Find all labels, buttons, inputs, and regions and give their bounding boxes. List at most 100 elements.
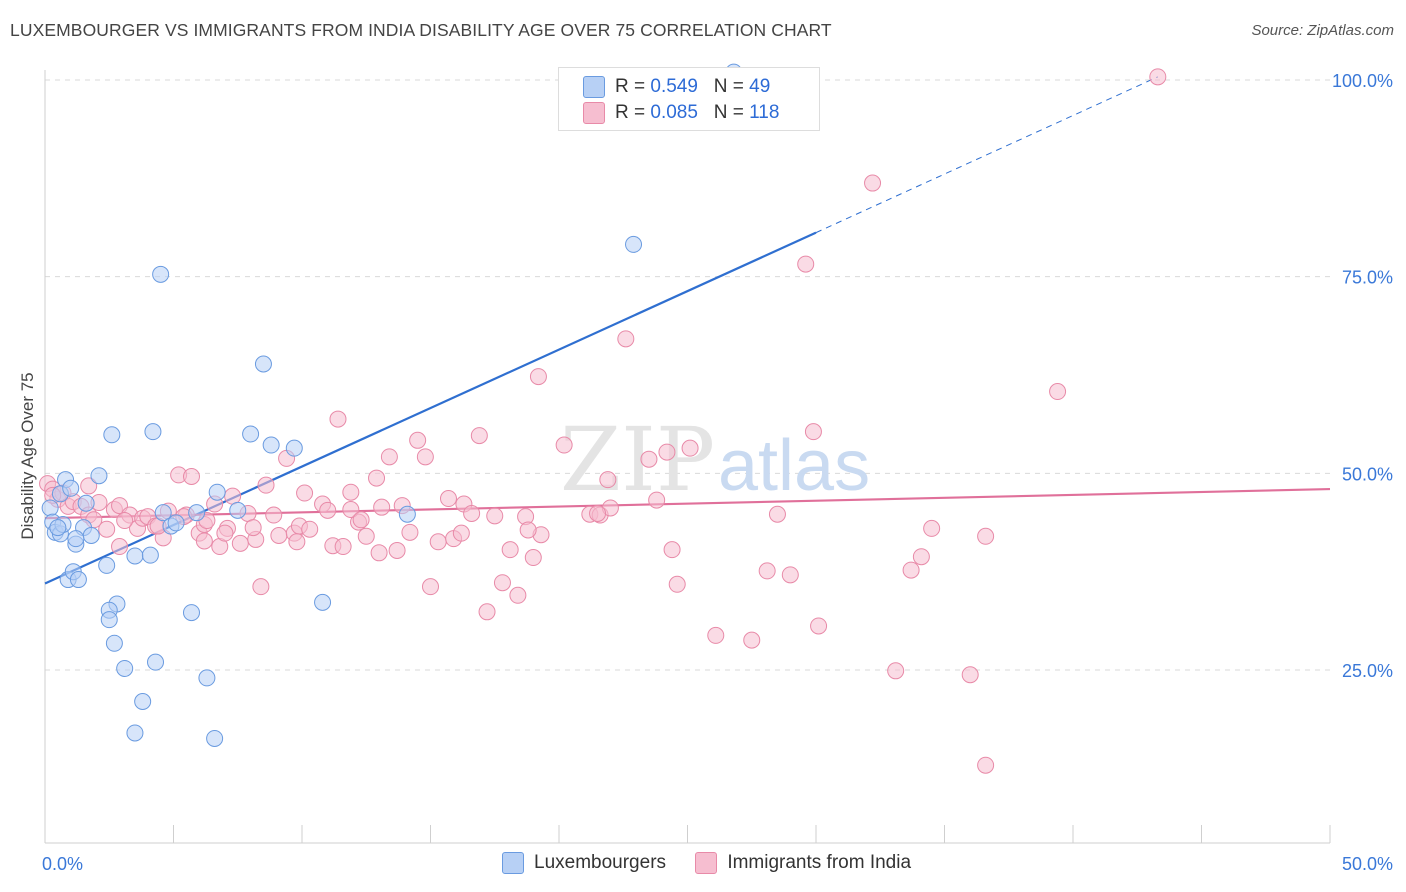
india-point [80, 477, 98, 495]
india-point [422, 578, 439, 596]
india-point [977, 527, 995, 545]
legend-r-label: R = [615, 76, 651, 98]
luxembourger-point [41, 499, 59, 517]
india-point [524, 549, 542, 567]
india-point [555, 436, 573, 454]
y-tick-label: 25.0% [1342, 661, 1393, 681]
axes [44, 70, 1331, 844]
legend-n-value: 118 [749, 102, 780, 124]
legend-item-india[interactable]: Immigrants from India [695, 852, 911, 874]
india-point [519, 521, 537, 539]
india-point [244, 519, 262, 537]
luxembourger-point [126, 547, 144, 565]
india-point [977, 756, 995, 774]
legend-swatch-pink [583, 102, 605, 124]
india-point [1049, 383, 1067, 401]
luxembourger-point [314, 593, 332, 611]
legend-label: Immigrants from India [727, 852, 912, 873]
luxembourger-point [90, 467, 108, 485]
y-tick-label: 75.0% [1342, 268, 1393, 288]
india-point [452, 524, 470, 542]
luxembourger-point [625, 235, 643, 253]
india-point [98, 520, 116, 538]
luxembourger-point [254, 355, 272, 373]
series-legend: Luxembourgers Immigrants from India [502, 852, 935, 880]
legend-item-luxembourgers[interactable]: Luxembourgers [502, 852, 666, 874]
india-point [334, 538, 352, 556]
legend-n-value: 49 [749, 76, 771, 98]
watermark: ZIP atlas [560, 408, 870, 511]
india-point [265, 506, 283, 524]
luxembourger-point [262, 436, 280, 454]
luxembourger-point [147, 653, 165, 671]
india-point [923, 519, 941, 537]
data-points [39, 63, 1167, 774]
india-point [357, 527, 375, 545]
y-tick-label: 50.0% [1342, 464, 1393, 484]
india-point [768, 505, 786, 523]
india-point [1149, 68, 1167, 86]
india-point [329, 410, 347, 428]
india-point [663, 541, 681, 559]
luxembourger-point [285, 439, 303, 457]
luxembourger-point [398, 505, 416, 523]
legend-r-label: R = [615, 102, 651, 124]
gridlines [45, 79, 1330, 671]
tick-labels: 25.0% 50.0% 75.0% 100.0% 0.0% 50.0% [42, 71, 1393, 874]
luxembourger-point [67, 530, 85, 548]
india-point [529, 368, 547, 386]
india-point [707, 626, 725, 644]
india-point [804, 423, 822, 441]
india-point [195, 532, 213, 550]
luxembourger-point [144, 423, 162, 441]
india-point [501, 541, 519, 559]
x-tick-label: 50.0% [1342, 854, 1393, 874]
india-point [668, 575, 686, 593]
luxembourger-point [134, 692, 152, 710]
luxembourger-point [242, 425, 260, 443]
india-point [810, 617, 828, 635]
luxembourger-point [82, 526, 100, 544]
india-point [301, 520, 319, 538]
india-point [342, 483, 360, 501]
india-point [887, 662, 905, 680]
india-point [116, 512, 134, 530]
luxembourger-trend-extension [815, 76, 1159, 234]
luxembourger-point [98, 556, 116, 574]
india-point [252, 578, 270, 596]
india-point [352, 511, 370, 529]
luxembourger-point [208, 483, 226, 501]
india-point [463, 504, 481, 522]
legend-n-label: N = [713, 102, 750, 124]
luxembourger-point [167, 514, 185, 532]
india-point [599, 471, 617, 489]
india-point [288, 533, 306, 551]
luxembourger-point [141, 546, 159, 564]
watermark-atlas: atlas [718, 426, 870, 506]
luxembourger-point [77, 494, 95, 512]
india-point [486, 507, 504, 525]
legend-r-value: 0.085 [650, 102, 698, 124]
india-point [401, 523, 419, 541]
india-point [640, 450, 658, 468]
luxembourger-point [126, 724, 144, 742]
india-point [429, 533, 447, 551]
india-point [342, 501, 360, 519]
india-point [380, 448, 398, 466]
india-point [368, 469, 386, 487]
chart-title: LUXEMBOURGER VS IMMIGRANTS FROM INDIA DI… [10, 20, 832, 40]
india-point [864, 174, 882, 192]
watermark-zip: ZIP [560, 408, 715, 511]
luxembourger-point [100, 611, 118, 629]
legend-swatch-blue [502, 852, 524, 874]
legend-swatch-pink [695, 852, 718, 874]
india-point [758, 562, 776, 580]
india-point [509, 586, 527, 604]
luxembourger-point [116, 659, 134, 677]
india-point [781, 566, 799, 584]
legend-swatch-blue [583, 76, 605, 98]
india-point [319, 501, 337, 519]
india-point [478, 603, 496, 621]
india-point [111, 538, 129, 556]
